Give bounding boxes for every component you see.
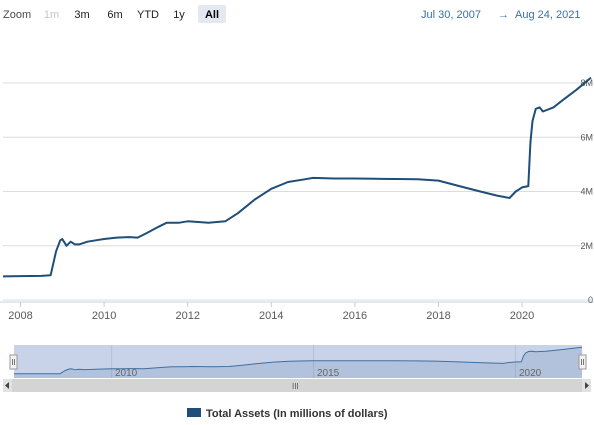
navigator-handle-left[interactable]: [9, 354, 18, 370]
x-tick-label: 2018: [426, 310, 450, 322]
legend-label[interactable]: Total Assets (In millions of dollars): [206, 408, 388, 420]
navigator-grid: [111, 345, 516, 378]
arrow-left-icon: [5, 382, 9, 389]
zoom-button-bg[interactable]: [38, 5, 65, 23]
y-tick-label: 4M: [580, 187, 593, 197]
arrow-right-icon: [585, 382, 589, 389]
navigator-label: 2020: [519, 368, 542, 379]
zoom-button-label[interactable]: YTD: [137, 9, 159, 21]
legend[interactable]: Total Assets (In millions of dollars): [187, 408, 388, 420]
range-selector: Zoom 1m 3m 6m YTD 1y All Jul 30, 2007 → Aug 2…: [3, 5, 580, 23]
x-tick-label: 2016: [343, 310, 367, 322]
x-tick-label: 2014: [259, 310, 283, 322]
scrollbar[interactable]: III: [3, 379, 591, 392]
x-axis: 2008 2010 2012 2014 2016 2018 2020: [8, 302, 534, 322]
plot-series: [2, 76, 592, 278]
range-arrow: →: [498, 9, 509, 21]
zoom-button-6m[interactable]: 6m: [102, 5, 128, 23]
navigator-handle-right[interactable]: [578, 354, 587, 370]
range-start[interactable]: Jul 30, 2007: [421, 9, 481, 21]
x-tick-label: 2020: [510, 310, 534, 322]
y-tick-label: 8M: [580, 78, 593, 88]
zoom-label: Zoom: [3, 9, 31, 21]
zoom-button-bg[interactable]: [102, 5, 128, 23]
zoom-button-bg[interactable]: [134, 5, 162, 23]
series-line-total-assets[interactable]: [2, 76, 592, 278]
range-end[interactable]: Aug 24, 2021: [515, 9, 580, 21]
y-tick-label: 0: [588, 295, 593, 305]
zoom-button-bg[interactable]: [167, 5, 191, 23]
navigator-series-area: [14, 347, 582, 378]
zoom-button-1m[interactable]: 1m: [38, 5, 65, 23]
navigator-label: 2015: [317, 368, 340, 379]
scrollbar-grip: III: [292, 382, 299, 391]
scrollbar-thumb[interactable]: [12, 379, 582, 392]
x-tick-label: 2010: [92, 310, 116, 322]
navigator-label: 2010: [115, 368, 138, 379]
legend-symbol: [187, 408, 201, 417]
zoom-button-label[interactable]: All: [205, 9, 219, 21]
zoom-button-bg[interactable]: [69, 5, 95, 23]
zoom-button-3m[interactable]: 3m: [69, 5, 95, 23]
zoom-button-1y[interactable]: 1y: [167, 5, 191, 23]
zoom-button-ytd[interactable]: YTD: [134, 5, 162, 23]
zoom-button-label[interactable]: 1m: [44, 9, 59, 21]
grid-lines: [0, 82, 594, 303]
zoom-button-label[interactable]: 3m: [74, 9, 89, 21]
zoom-button-label[interactable]: 6m: [107, 9, 122, 21]
y-axis: 0 2M 4M 6M 8M: [580, 78, 593, 305]
zoom-button-all[interactable]: All: [198, 5, 226, 23]
navigator[interactable]: 2010 2015 2020: [9, 345, 587, 379]
y-tick-label: 6M: [580, 132, 593, 142]
zoom-button-bg[interactable]: [198, 5, 226, 23]
y-tick-label: 2M: [580, 241, 593, 251]
x-tick-label: 2012: [175, 310, 199, 322]
navigator-series-line: [14, 346, 583, 375]
navigator-series: [14, 346, 583, 378]
zoom-button-label[interactable]: 1y: [173, 9, 185, 21]
zoom-buttons: 1m 3m 6m YTD 1y All: [38, 5, 226, 23]
x-tick-label: 2008: [8, 310, 32, 322]
